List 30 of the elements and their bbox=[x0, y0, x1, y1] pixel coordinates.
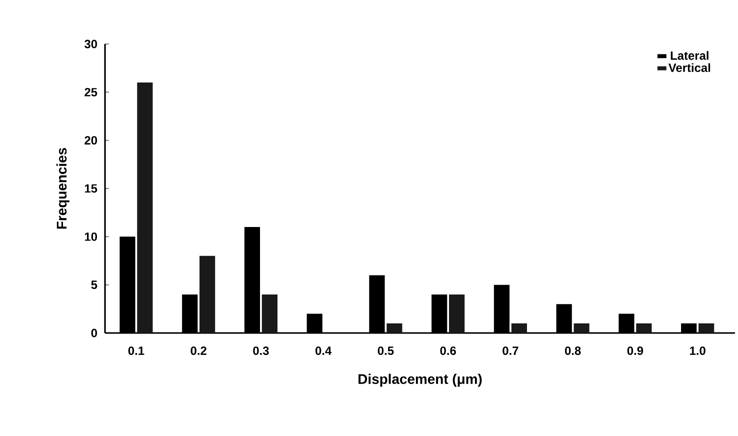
x-tick-label: 0.9 bbox=[627, 346, 644, 355]
x-tick-label: 0.2 bbox=[190, 346, 206, 355]
y-tick-label: 20 bbox=[84, 136, 97, 145]
x-tick-label: 0.4 bbox=[315, 346, 332, 355]
bar bbox=[636, 323, 652, 333]
bar bbox=[449, 294, 465, 333]
bar bbox=[574, 323, 590, 333]
y-tick-label: 5 bbox=[91, 280, 98, 289]
bar bbox=[262, 294, 278, 333]
x-tick-label: 0.5 bbox=[378, 346, 394, 355]
x-tick-label: 0.3 bbox=[253, 346, 269, 355]
legend-label: Vertical bbox=[668, 63, 710, 72]
x-axis-title: Displacement (μm) bbox=[358, 374, 482, 387]
y-tick-label: 30 bbox=[84, 40, 97, 48]
bar bbox=[137, 82, 153, 333]
x-tick-label: 0.7 bbox=[502, 346, 518, 355]
y-tick-label: 0 bbox=[91, 328, 98, 338]
y-tick-label: 15 bbox=[84, 184, 98, 193]
x-tick-label: 1.0 bbox=[690, 346, 706, 355]
legend-label: Lateral bbox=[670, 51, 708, 60]
bar bbox=[200, 256, 216, 333]
x-tick-label: 0.1 bbox=[128, 346, 144, 355]
x-tick-label: 0.8 bbox=[564, 346, 581, 355]
bar bbox=[511, 323, 527, 333]
y-tick-label: 10 bbox=[84, 232, 97, 241]
x-tick-label: 0.6 bbox=[440, 346, 456, 355]
y-axis-title: Frequencies bbox=[56, 148, 70, 229]
y-tick-label: 25 bbox=[84, 88, 98, 96]
bar bbox=[386, 323, 402, 333]
bar bbox=[698, 323, 714, 333]
